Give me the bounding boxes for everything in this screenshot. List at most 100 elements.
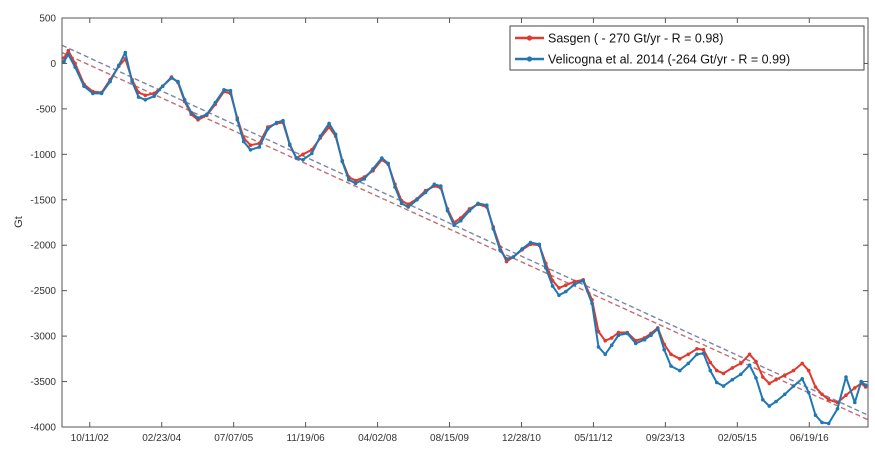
data-point [853, 400, 857, 405]
data-point [152, 94, 156, 98]
data-point [730, 366, 735, 370]
data-point [511, 255, 516, 259]
data-point [774, 399, 778, 404]
data-point [774, 377, 778, 382]
data-point [288, 142, 292, 147]
x-tick-label: 09/23/13 [646, 433, 685, 444]
y-tick-label: -2000 [30, 241, 56, 252]
data-point [498, 248, 502, 252]
data-point [136, 95, 141, 99]
data-point [701, 351, 706, 356]
data-point [73, 65, 77, 69]
data-point [581, 278, 585, 283]
data-point [528, 240, 533, 245]
data-point [196, 116, 200, 120]
data-point [791, 384, 796, 388]
data-point [603, 338, 607, 343]
data-point [266, 127, 270, 131]
data-point [205, 112, 209, 117]
x-tick-label: 02/23/04 [142, 433, 181, 444]
legend-marker-sasgen [526, 35, 533, 41]
data-point [235, 118, 240, 122]
y-axis-ticks: 500 0 -500 -1000 -1500 -2000 -2500 -3000 -3500 -4… [30, 14, 868, 434]
data-point [415, 198, 419, 202]
x-axis-ticks: 10/11/02 02/23/04 07/07/05 11/19/06 04/02/08… [71, 18, 829, 444]
data-point [143, 93, 148, 98]
data-point [371, 167, 375, 171]
series-lines [62, 48, 868, 426]
y-tick-label: -2500 [30, 286, 56, 297]
data-point [813, 413, 818, 418]
data-point [715, 368, 719, 373]
data-point [491, 227, 496, 231]
data-point [662, 347, 666, 352]
data-point [544, 266, 548, 270]
data-point [340, 159, 345, 164]
x-tick-label: 05/11/12 [574, 433, 613, 444]
x-tick-label: 12/28/10 [502, 433, 541, 444]
data-point [62, 59, 66, 64]
data-point [537, 242, 542, 247]
data-point [783, 373, 787, 378]
data-point [820, 392, 824, 397]
trend-lines [61, 44, 869, 421]
y-tick-label: -4000 [30, 423, 56, 434]
data-point [596, 345, 601, 349]
data-point [603, 352, 607, 357]
data-point [844, 393, 848, 398]
data-point [557, 293, 561, 298]
data-point [274, 120, 279, 125]
data-point [327, 121, 331, 126]
data-point [767, 381, 772, 386]
data-point [294, 156, 299, 160]
x-tick-label: 07/07/05 [214, 433, 253, 444]
data-point [91, 91, 95, 96]
data-point [557, 286, 561, 290]
series-1 [62, 50, 868, 426]
data-point [767, 404, 772, 408]
data-point [609, 336, 614, 340]
data-point [504, 257, 509, 261]
data-point [754, 359, 758, 364]
data-point [826, 421, 831, 426]
x-tick-label: 08/15/09 [430, 433, 469, 444]
data-point [406, 205, 411, 209]
data-point [686, 352, 691, 357]
data-point [182, 98, 187, 102]
data-point [800, 377, 804, 381]
data-point [333, 132, 338, 137]
data-point [485, 203, 489, 207]
data-point [761, 397, 765, 402]
data-point [633, 341, 638, 346]
y-tick-label: -500 [36, 104, 56, 115]
data-point [747, 363, 752, 368]
data-point [572, 279, 577, 284]
data-point [213, 100, 218, 105]
trend-line-0 [61, 51, 869, 421]
data-point [695, 352, 699, 357]
data-point [596, 329, 601, 334]
data-point [439, 184, 443, 188]
data-point [806, 390, 811, 395]
data-point [476, 201, 480, 206]
data-point [123, 50, 128, 55]
data-point [754, 376, 758, 380]
data-point [399, 201, 404, 206]
data-point [747, 352, 752, 357]
data-point [432, 182, 437, 187]
data-point [572, 282, 577, 287]
y-tick-label: -1000 [30, 150, 56, 161]
data-point [616, 333, 621, 338]
data-point [99, 91, 104, 96]
data-point [739, 372, 743, 377]
legend-label-sasgen: Sasgen ( - 270 Gt/yr - R = 0.98) [548, 32, 723, 46]
data-point [859, 379, 863, 384]
data-point [844, 375, 848, 379]
data-point [721, 384, 726, 388]
data-point [362, 177, 367, 181]
data-point [301, 152, 305, 157]
y-tick-label: 0 [50, 59, 56, 70]
data-point [520, 247, 524, 251]
data-point [169, 76, 174, 80]
data-point [721, 371, 726, 376]
